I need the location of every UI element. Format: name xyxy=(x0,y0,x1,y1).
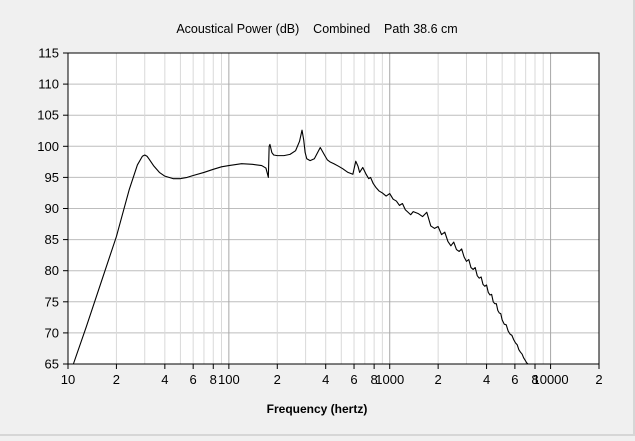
y-tick-label: 100 xyxy=(37,139,59,154)
y-tick-label: 80 xyxy=(45,263,59,278)
x-tick-label: 4 xyxy=(483,372,490,387)
x-tick-label: 8 xyxy=(531,372,538,387)
x-tick-label: 6 xyxy=(511,372,518,387)
x-tick-label: 2 xyxy=(595,372,602,387)
series-line-0 xyxy=(72,129,529,365)
x-tick-label: 10 xyxy=(61,372,75,387)
x-tick-label: 4 xyxy=(322,372,329,387)
window-edge-bottom xyxy=(0,434,635,436)
x-tick-label: 6 xyxy=(190,372,197,387)
x-tick-label: 8 xyxy=(371,372,378,387)
y-tick-label: 105 xyxy=(37,108,59,123)
window-edge-right xyxy=(633,0,635,436)
x-tick-label: 2 xyxy=(113,372,120,387)
x-tick-label: 8 xyxy=(210,372,217,387)
chart-title: Acoustical Power (dB) Combined Path 38.6… xyxy=(176,22,457,36)
x-tick-label: 2 xyxy=(274,372,281,387)
y-tick-label: 75 xyxy=(45,294,59,309)
y-tick-label: 115 xyxy=(38,46,59,61)
x-tick-label: 6 xyxy=(350,372,357,387)
x-tick-label: 10000 xyxy=(532,372,568,387)
y-tick-label: 85 xyxy=(45,232,59,247)
y-tick-label: 110 xyxy=(38,77,59,92)
y-tick-label: 65 xyxy=(45,357,59,372)
y-axis: 65 70 75 80 85 90 95 100 105 110 115 xyxy=(37,46,68,372)
x-tick-label: 1000 xyxy=(375,372,404,387)
y-tick-label: 95 xyxy=(45,170,59,185)
x-tick-label: 100 xyxy=(218,372,240,387)
x-axis-label: Frequency (hertz) xyxy=(267,402,368,416)
y-tick-label: 70 xyxy=(45,325,59,340)
series-layer xyxy=(72,129,529,365)
x-tick-label: 4 xyxy=(161,372,168,387)
y-tick-label: 90 xyxy=(45,201,59,216)
x-tick-label: 2 xyxy=(435,372,442,387)
grid-lines xyxy=(67,52,600,365)
